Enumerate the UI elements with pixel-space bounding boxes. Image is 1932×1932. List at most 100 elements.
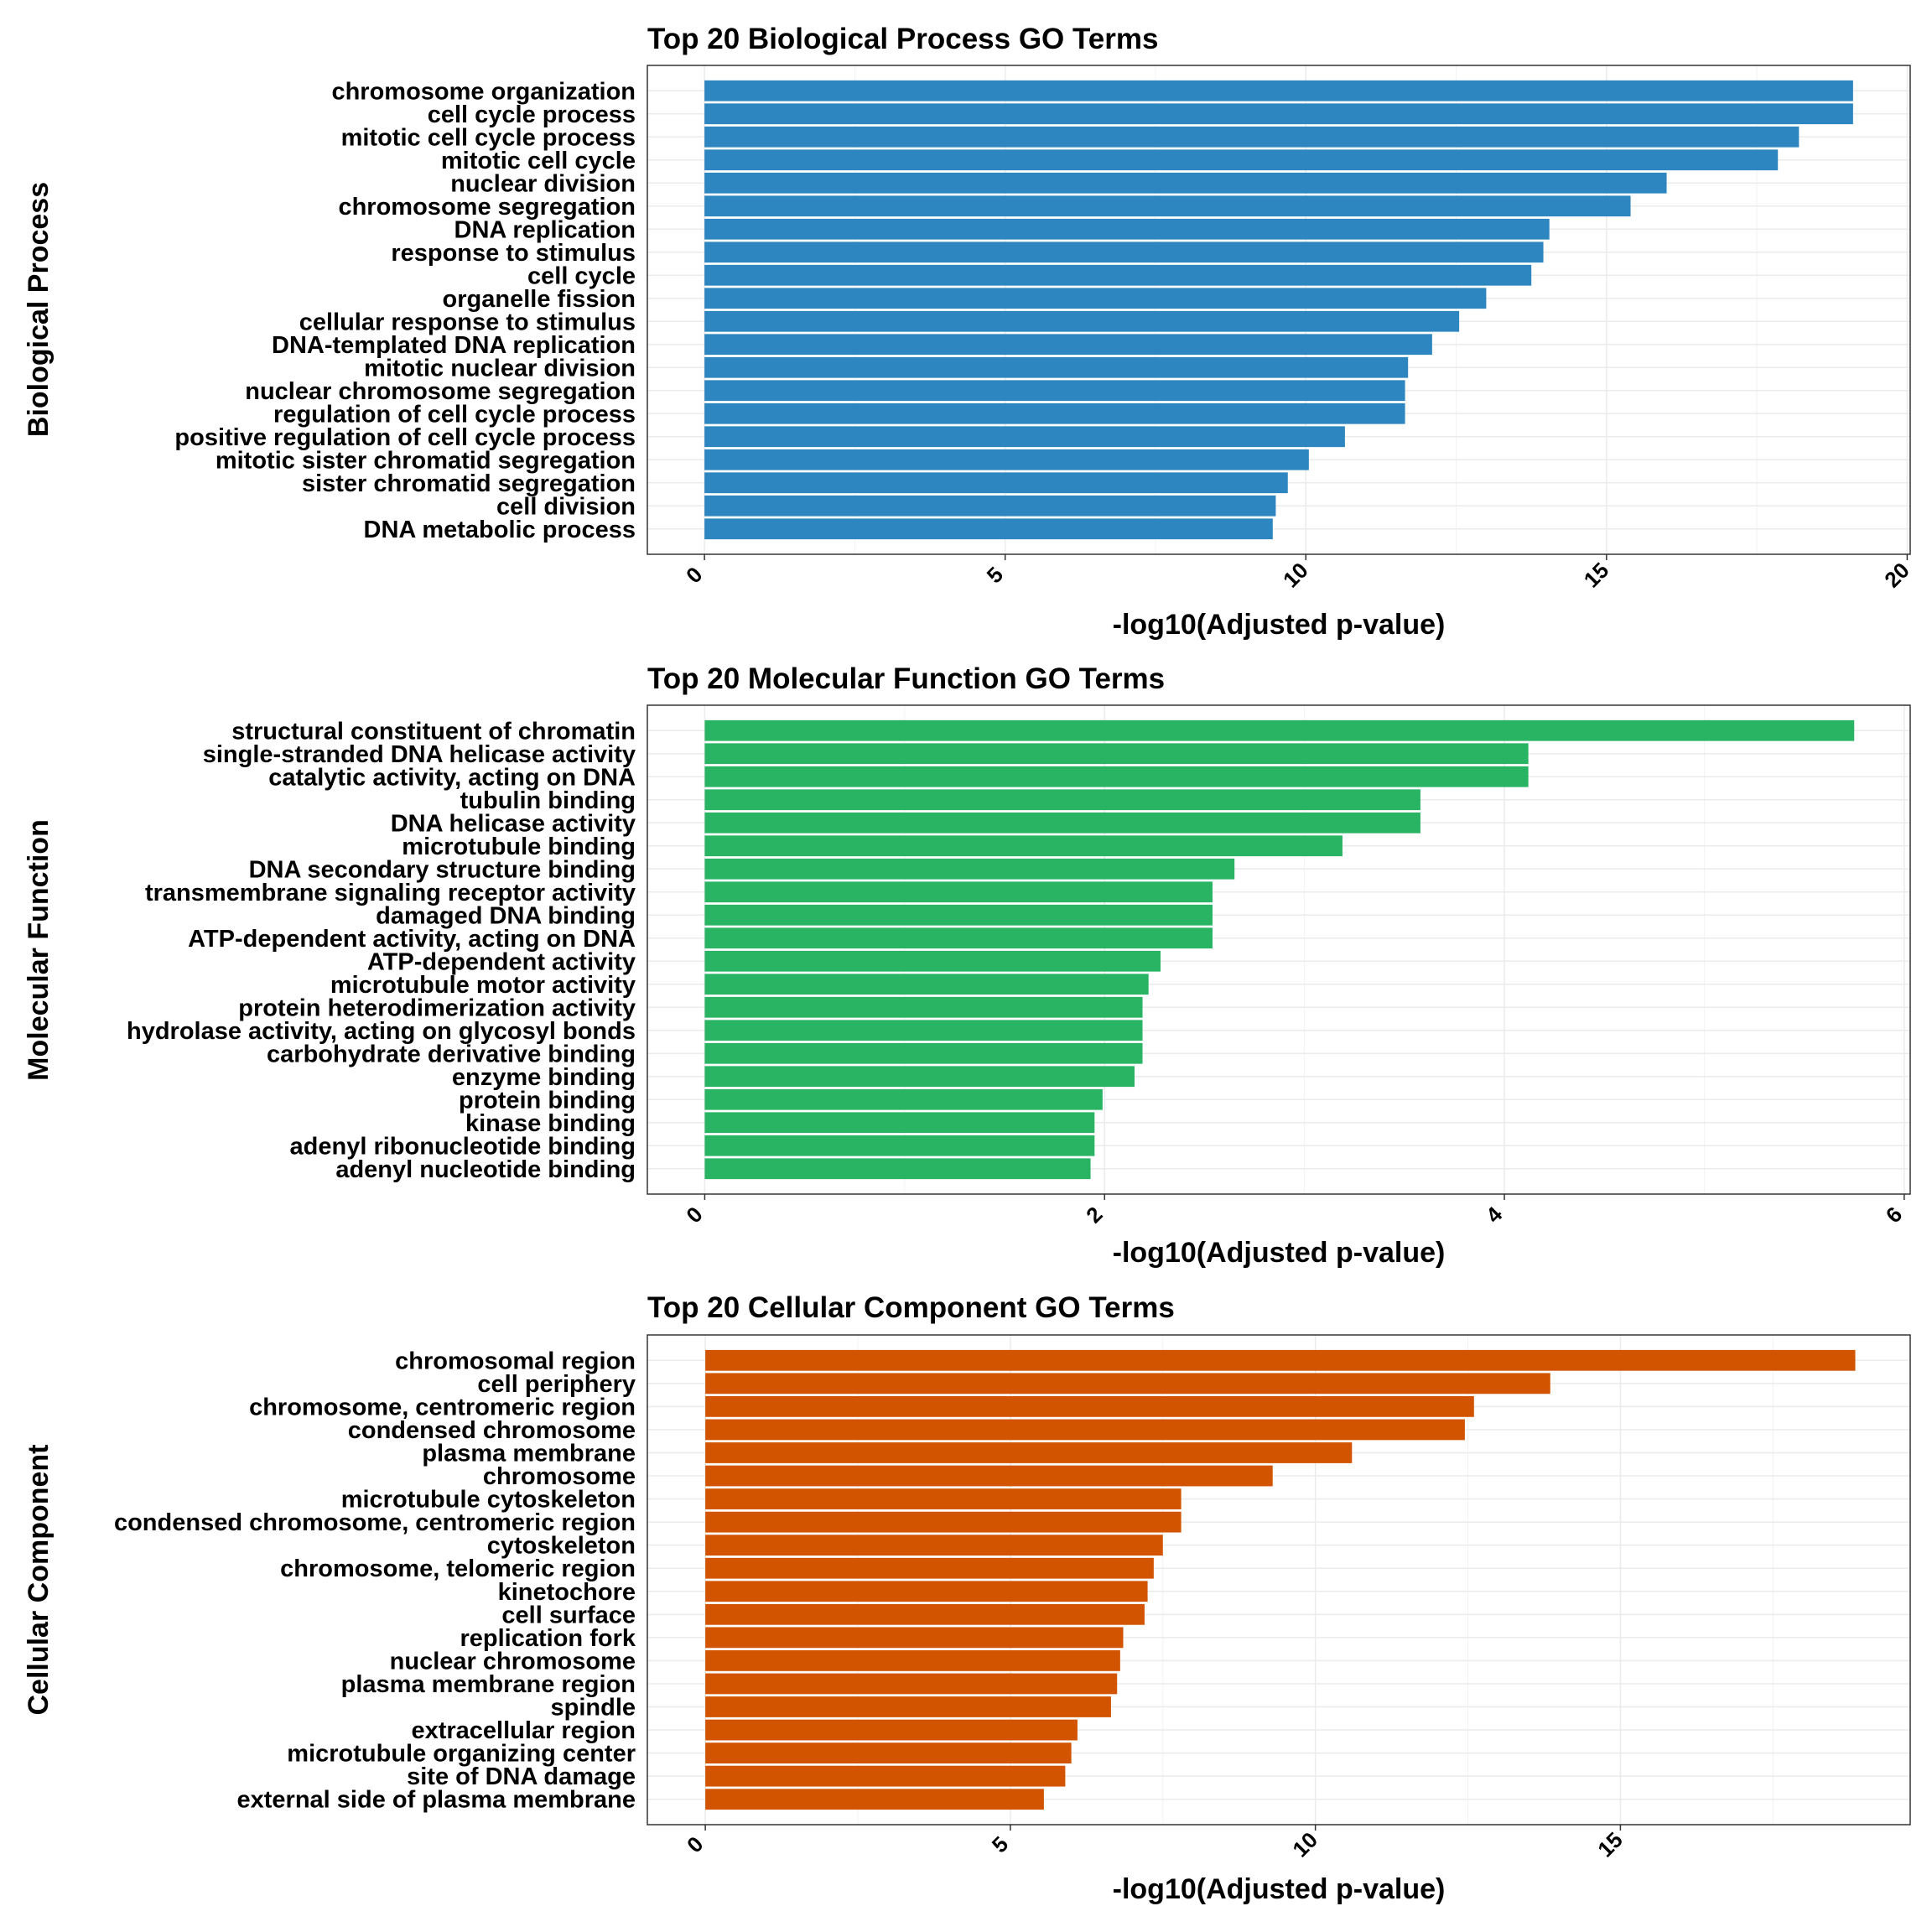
category-label: chromosome segregation bbox=[338, 194, 636, 221]
category-label: ATP-dependent activity bbox=[367, 948, 636, 975]
bar bbox=[705, 1789, 1044, 1810]
panel-frame bbox=[647, 704, 1911, 1195]
bar bbox=[704, 172, 1667, 194]
category-label: cell periphery bbox=[477, 1371, 636, 1398]
x-tick-label: 5 bbox=[987, 1831, 1013, 1857]
bar bbox=[704, 242, 1544, 263]
category-label: kinase binding bbox=[465, 1110, 636, 1137]
category-label: cytoskeleton bbox=[487, 1533, 636, 1560]
category-label: microtubule organizing center bbox=[287, 1741, 636, 1768]
bar bbox=[704, 904, 1213, 926]
category-label: chromosome, telomeric region bbox=[280, 1555, 636, 1582]
category-label: positive regulation of cell cycle proces… bbox=[174, 424, 636, 451]
x-tick-label: 15 bbox=[1592, 1827, 1628, 1862]
category-label: external side of plasma membrane bbox=[237, 1787, 636, 1814]
bar bbox=[704, 719, 1855, 741]
category-label: nuclear chromosome segregation bbox=[245, 378, 636, 405]
category-label: chromosome organization bbox=[331, 78, 636, 105]
panel-frame bbox=[647, 1334, 1911, 1826]
bar bbox=[705, 1765, 1066, 1787]
bar bbox=[704, 996, 1143, 1018]
bar bbox=[705, 1373, 1550, 1394]
x-axis-title: -log10(Adjusted p-value) bbox=[1113, 1237, 1446, 1269]
bar bbox=[704, 426, 1345, 448]
category-label: DNA metabolic process bbox=[364, 517, 636, 543]
y-axis-title: Biological Process bbox=[23, 182, 55, 437]
category-label: enzyme binding bbox=[452, 1064, 636, 1091]
bar bbox=[705, 1696, 1111, 1717]
bar bbox=[705, 1349, 1856, 1371]
chart-title: Top 20 Cellular Component GO Terms bbox=[647, 1291, 1175, 1324]
category-label: mitotic cell cycle bbox=[441, 148, 636, 174]
category-label: DNA replication bbox=[454, 216, 636, 243]
category-label: mitotic nuclear division bbox=[364, 355, 636, 382]
category-label: nuclear chromosome bbox=[390, 1648, 636, 1675]
bar bbox=[704, 1020, 1143, 1041]
category-label: regulation of cell cycle process bbox=[273, 401, 636, 428]
panel-frame bbox=[647, 65, 1911, 555]
category-label: plasma membrane region bbox=[341, 1671, 636, 1698]
x-tick-label: 5 bbox=[982, 562, 1008, 588]
category-label: nuclear division bbox=[450, 170, 636, 197]
category-label: tubulin binding bbox=[460, 787, 636, 814]
category-label: cell surface bbox=[501, 1602, 636, 1628]
x-tick-label: 0 bbox=[681, 562, 707, 588]
bar bbox=[705, 1535, 1163, 1556]
category-label: plasma membrane bbox=[422, 1440, 636, 1467]
bar bbox=[705, 1673, 1118, 1695]
x-axis-title: -log10(Adjusted p-value) bbox=[1113, 609, 1446, 641]
bar bbox=[704, 334, 1432, 356]
category-label: transmembrane signaling receptor activit… bbox=[145, 880, 636, 906]
bar bbox=[705, 1419, 1465, 1441]
bar bbox=[704, 380, 1405, 402]
bar bbox=[705, 1557, 1154, 1579]
category-label: response to stimulus bbox=[391, 240, 636, 267]
category-label: adenyl ribonucleotide binding bbox=[290, 1133, 636, 1160]
bar bbox=[704, 1066, 1135, 1088]
category-label: extracellular region bbox=[411, 1717, 636, 1744]
bar bbox=[705, 1442, 1353, 1463]
category-label: structural constituent of chromatin bbox=[231, 718, 636, 745]
category-label: cell cycle bbox=[527, 262, 636, 289]
category-label: sister chromatid segregation bbox=[302, 470, 636, 497]
bar bbox=[704, 1135, 1095, 1156]
bar bbox=[705, 1511, 1182, 1533]
bar bbox=[704, 927, 1213, 949]
chart-title: Top 20 Biological Process GO Terms bbox=[647, 23, 1158, 55]
bar bbox=[704, 950, 1161, 972]
x-tick-label: 15 bbox=[1579, 558, 1614, 593]
x-tick-label: 0 bbox=[682, 1831, 708, 1857]
x-tick-label: 0 bbox=[681, 1202, 707, 1228]
category-label: DNA helicase activity bbox=[391, 810, 636, 837]
category-label: adenyl nucleotide binding bbox=[335, 1156, 636, 1183]
category-label: microtubule cytoskeleton bbox=[341, 1487, 636, 1514]
bar bbox=[704, 495, 1276, 517]
bar bbox=[704, 195, 1631, 217]
bar bbox=[704, 472, 1288, 494]
category-label: damaged DNA binding bbox=[376, 902, 636, 929]
bar bbox=[704, 858, 1235, 880]
y-axis-title: Cellular Component bbox=[23, 1444, 55, 1715]
bar bbox=[705, 1742, 1072, 1763]
bar bbox=[704, 218, 1550, 240]
category-label: cellular response to stimulus bbox=[299, 309, 636, 335]
bar bbox=[704, 1112, 1095, 1134]
category-label: cell cycle process bbox=[428, 101, 636, 128]
category-label: single-stranded DNA helicase activity bbox=[203, 741, 636, 768]
category-label: hydrolase activity, acting on glycosyl b… bbox=[127, 1018, 636, 1045]
x-tick-label: 6 bbox=[1881, 1202, 1907, 1228]
category-label: carbohydrate derivative binding bbox=[267, 1041, 636, 1067]
category-label: site of DNA damage bbox=[407, 1763, 636, 1790]
category-label: microtubule binding bbox=[402, 834, 636, 860]
category-label: catalytic activity, acting on DNA bbox=[268, 764, 636, 791]
bar bbox=[704, 288, 1487, 309]
bar bbox=[704, 743, 1529, 765]
category-label: chromosome bbox=[483, 1463, 636, 1490]
bar bbox=[704, 881, 1213, 903]
bar bbox=[704, 449, 1309, 470]
chart-title: Top 20 Molecular Function GO Terms bbox=[647, 662, 1165, 695]
category-label: organelle fission bbox=[443, 286, 636, 313]
bar bbox=[705, 1396, 1474, 1417]
